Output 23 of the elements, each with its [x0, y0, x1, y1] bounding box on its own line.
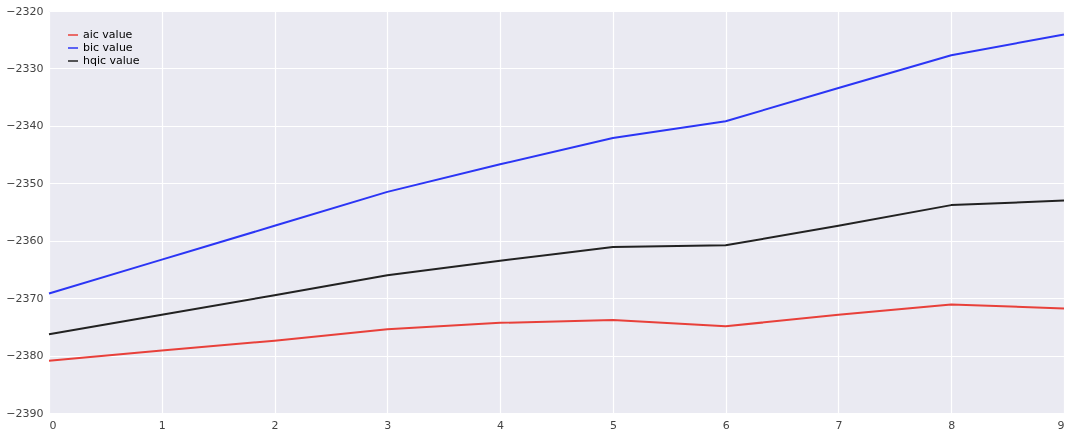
y-tick-label: −2320: [6, 4, 44, 18]
y-tick-label: −2380: [6, 349, 44, 363]
x-tick-label: 2: [271, 418, 279, 432]
x-tick-label: 6: [722, 418, 730, 432]
x-tick-label: 7: [835, 418, 843, 432]
y-tick-label: −2350: [6, 176, 44, 190]
legend-label: bic value: [83, 41, 133, 54]
x-tick-label: 0: [49, 418, 57, 432]
y-tick-label: −2330: [6, 61, 44, 75]
x-tick-label: 8: [948, 418, 956, 432]
x-tick-label: 9: [1057, 418, 1065, 432]
legend-label: aic value: [83, 28, 133, 41]
y-tick-label: −2370: [6, 291, 44, 305]
x-tick-label: 5: [609, 418, 617, 432]
x-tick-label: 1: [158, 418, 166, 432]
line-series: [48, 303, 1065, 362]
x-tick-label: 3: [384, 418, 392, 432]
line-series: [48, 199, 1065, 336]
y-tick-label: −2360: [6, 234, 44, 248]
legend-label: hqic value: [83, 54, 140, 67]
x-tick-label: 4: [497, 418, 505, 432]
y-tick-label: −2390: [6, 406, 44, 420]
y-tick-label: −2340: [6, 119, 44, 133]
